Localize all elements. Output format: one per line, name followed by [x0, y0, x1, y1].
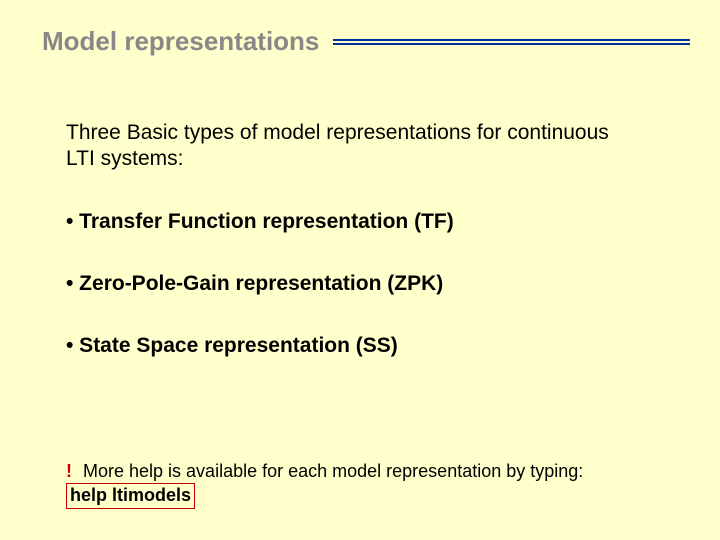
bullet-item-tf: • Transfer Function representation (TF)	[66, 210, 454, 234]
intro-text: Three Basic types of model representatio…	[66, 120, 630, 173]
slide-title: Model representations	[42, 26, 319, 57]
exclamation-icon: !	[66, 461, 72, 481]
help-command: help ltimodels	[66, 483, 195, 508]
footer-text: More help is available for each model re…	[78, 461, 583, 481]
bullet-item-ss: • State Space representation (SS)	[66, 334, 398, 358]
footer-note: ! More help is available for each model …	[66, 460, 660, 509]
title-row: Model representations	[42, 26, 690, 57]
bullet-item-zpk: • Zero-Pole-Gain representation (ZPK)	[66, 272, 443, 296]
title-rule	[333, 39, 690, 45]
